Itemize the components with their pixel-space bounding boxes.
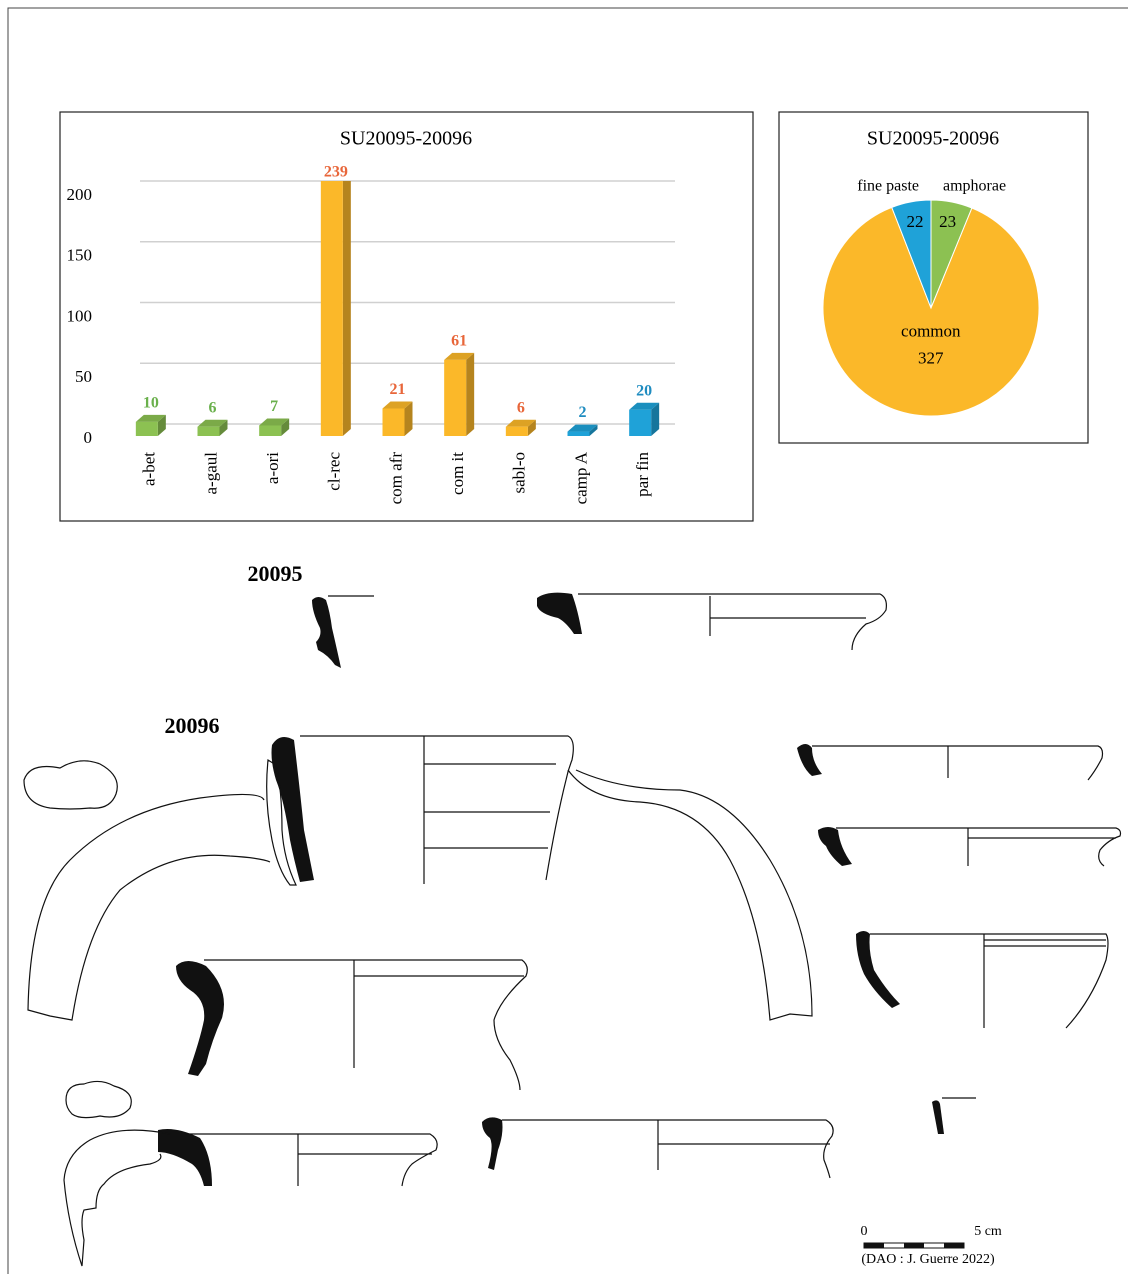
bar: [197, 426, 220, 436]
y-tick-label: 50: [75, 367, 92, 386]
bar-side: [157, 414, 166, 436]
bar: [259, 425, 282, 436]
y-tick-label: 150: [67, 246, 93, 265]
x-tick-label: a-gaul: [201, 452, 220, 495]
x-tick-label: camp A: [571, 451, 590, 504]
scale-end: 5 cm: [974, 1224, 1002, 1239]
section-label: 20096: [165, 713, 220, 738]
bar: [505, 426, 528, 436]
category-label: fine paste: [857, 178, 919, 195]
credit: (DAO : J. Guerre 2022): [861, 1252, 995, 1267]
x-tick-label: com afr: [386, 452, 405, 505]
bar-side: [651, 402, 660, 436]
category-label: common: [901, 322, 961, 341]
bar-top: [382, 401, 413, 409]
y-tick-label: 200: [67, 185, 93, 204]
bar-side: [589, 424, 598, 436]
x-tick-label: com it: [448, 452, 467, 495]
bar-chart-frame: [59, 111, 754, 522]
value-label: 23: [939, 212, 956, 231]
x-tick-label: a-bet: [140, 452, 159, 486]
bar: [135, 421, 158, 436]
bar-top: [444, 352, 475, 360]
value-label: 7: [270, 398, 278, 415]
scale-bar: [863, 1242, 965, 1249]
x-tick-label: par fin: [633, 452, 652, 497]
chart-title: SU20095-20096: [867, 128, 999, 150]
bar-top: [197, 419, 228, 427]
bar: [444, 359, 467, 436]
bar-side: [404, 401, 413, 436]
bar-top: [505, 419, 536, 427]
bar-top: [629, 402, 660, 410]
x-tick-label: sabl-o: [510, 452, 529, 494]
section-label: 20095: [248, 561, 303, 586]
scale-start: 0: [861, 1224, 868, 1239]
page-border: [7, 7, 1128, 1274]
value-label: 22: [907, 212, 924, 231]
bar-side: [527, 419, 536, 436]
bars: [135, 181, 660, 437]
drawings: [23, 592, 1122, 1267]
bar-side: [219, 419, 228, 436]
value-label: 6: [517, 399, 525, 416]
bar-top: [135, 414, 166, 422]
bar: [320, 181, 343, 437]
chart-title: SU20095-20096: [340, 128, 472, 150]
x-tick-label: a-ori: [263, 452, 282, 484]
category-label: amphorae: [943, 178, 1006, 195]
pie-slice: [822, 206, 1040, 417]
value-label: 239: [324, 164, 348, 181]
x-tick-label: cl-rec: [325, 452, 344, 491]
y-tick-label: 0: [84, 428, 93, 447]
bar-side: [281, 418, 290, 436]
value-label: 2: [579, 404, 587, 421]
value-label: 6: [209, 399, 217, 416]
y-tick-label: 100: [67, 306, 93, 325]
bar-side: [466, 352, 475, 436]
value-label: 61: [451, 333, 467, 350]
value-label: 10: [143, 395, 159, 412]
bar-top: [567, 424, 598, 432]
value-label: 327: [918, 349, 944, 368]
bar: [382, 408, 405, 436]
bar: [567, 431, 590, 436]
value-label: 20: [636, 382, 652, 399]
bar: [629, 409, 652, 436]
pie-slice: [891, 199, 932, 309]
bar-side: [342, 181, 351, 436]
value-label: 21: [390, 381, 406, 398]
bar-top: [259, 418, 290, 426]
